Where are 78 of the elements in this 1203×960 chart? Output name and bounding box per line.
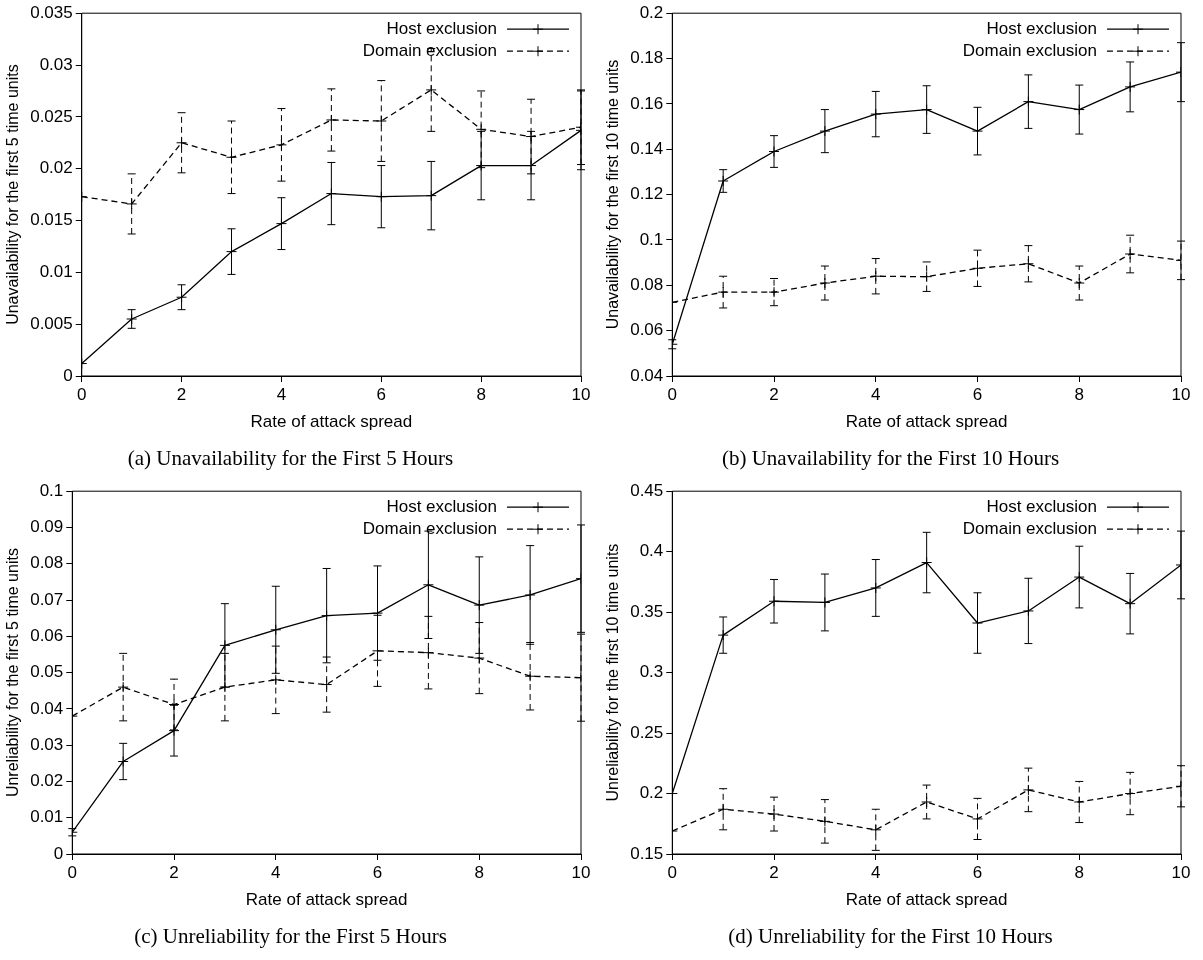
y-tick-label: 0.14 xyxy=(630,138,664,158)
x-tick-label: 2 xyxy=(169,862,179,882)
legend-label: Domain exclusion xyxy=(962,518,1097,538)
x-tick-label: 4 xyxy=(871,384,881,404)
y-tick-label: 0 xyxy=(53,843,64,863)
y-tick-label: 0.015 xyxy=(30,210,73,230)
y-tick-label: 0.25 xyxy=(630,722,664,742)
y-tick-label: 0.025 xyxy=(30,106,73,126)
y-tick-label: 0.005 xyxy=(30,313,73,333)
x-tick-label: 0 xyxy=(77,384,87,404)
y-tick-label: 0.2 xyxy=(639,2,664,22)
y-tick-label: 0.06 xyxy=(30,626,64,646)
x-tick-label: 4 xyxy=(276,384,287,404)
y-tick-label: 0.4 xyxy=(639,541,664,561)
y-tick-label: 0.035 xyxy=(30,2,73,22)
y-tick-label: 0.45 xyxy=(630,480,664,500)
text: (d) Unreliability for the First 10 Hours xyxy=(728,923,1053,948)
y-tick-label: 0 xyxy=(63,365,73,385)
y-tick-label: 0.01 xyxy=(39,262,73,282)
x-tick-label: 4 xyxy=(871,862,881,882)
x-tick-label: 8 xyxy=(474,862,484,882)
y-tick-label: 0.08 xyxy=(630,274,664,294)
legend-label: Host exclusion xyxy=(986,18,1097,38)
legend-label: Host exclusion xyxy=(386,496,497,516)
y-tick-label: 0.04 xyxy=(30,698,64,718)
y-tick-label: 0.12 xyxy=(630,184,664,204)
x-axis-title: Rate of attack spread xyxy=(845,890,1008,910)
y-tick-label: 0.09 xyxy=(30,517,64,537)
x-tick-label: 10 xyxy=(1171,862,1191,882)
legend-label: Domain exclusion xyxy=(362,40,497,60)
x-tick-label: 0 xyxy=(667,862,678,882)
x-tick-label: 2 xyxy=(176,384,187,404)
x-tick-label: 0 xyxy=(667,384,678,404)
x-tick-label: 6 xyxy=(972,384,983,404)
x-tick-label: 6 xyxy=(376,384,387,404)
x-tick-label: 2 xyxy=(769,862,779,882)
y-tick-label: 0.16 xyxy=(630,93,664,113)
text: (a) Unavailability for the First 5 Hours xyxy=(127,445,454,470)
x-tick-label: 8 xyxy=(1074,384,1084,404)
y-tick-label: 0.06 xyxy=(630,320,664,340)
x-tick-label: 10 xyxy=(571,862,591,882)
legend-label: Host exclusion xyxy=(986,496,1097,516)
x-tick-label: 8 xyxy=(476,384,486,404)
y-tick-label: 0.01 xyxy=(30,807,64,827)
y-tick-label: 0.07 xyxy=(30,589,64,609)
y-tick-label: 0.1 xyxy=(39,480,64,500)
legend-label: Domain exclusion xyxy=(962,40,1097,60)
y-axis-title: Unavailability for the first 10 time units xyxy=(604,59,622,330)
y-tick-label: 0.35 xyxy=(630,601,664,621)
y-tick-label: 0.1 xyxy=(639,229,664,249)
y-tick-label: 0.08 xyxy=(30,553,64,573)
x-axis-title: Rate of attack spread xyxy=(250,412,413,432)
text: (b) Unavailability for the First 10 Hours xyxy=(721,445,1060,470)
x-tick-label: 6 xyxy=(972,862,983,882)
x-tick-label: 4 xyxy=(271,862,281,882)
y-tick-label: 0.03 xyxy=(39,54,73,74)
x-axis-title: Rate of attack spread xyxy=(245,890,408,910)
y-tick-label: 0.15 xyxy=(630,843,664,863)
x-tick-label: 8 xyxy=(1074,862,1084,882)
legend-label: Domain exclusion xyxy=(362,518,497,538)
y-axis-title: Unreliability for the first 5 time units xyxy=(4,548,22,798)
y-tick-label: 0.03 xyxy=(30,734,64,754)
x-tick-label: 2 xyxy=(769,384,779,404)
y-tick-label: 0.02 xyxy=(30,771,64,791)
legend-label: Host exclusion xyxy=(386,18,497,38)
y-tick-label: 0.3 xyxy=(639,662,664,682)
x-tick-label: 10 xyxy=(1171,384,1191,404)
x-tick-label: 10 xyxy=(571,384,591,404)
y-tick-label: 0.04 xyxy=(630,365,664,385)
y-axis-title: Unavailability for the first 5 time units xyxy=(4,64,22,325)
y-tick-label: 0.18 xyxy=(630,48,664,68)
y-axis-title: Unreliability for the first 10 time units xyxy=(604,543,622,802)
x-tick-label: 6 xyxy=(372,862,383,882)
y-tick-label: 0.02 xyxy=(39,158,73,178)
text: (c) Unreliability for the First 5 Hours xyxy=(134,923,447,948)
y-tick-label: 0.05 xyxy=(30,662,64,682)
x-axis-title: Rate of attack spread xyxy=(845,412,1008,432)
y-tick-label: 0.2 xyxy=(639,783,664,803)
